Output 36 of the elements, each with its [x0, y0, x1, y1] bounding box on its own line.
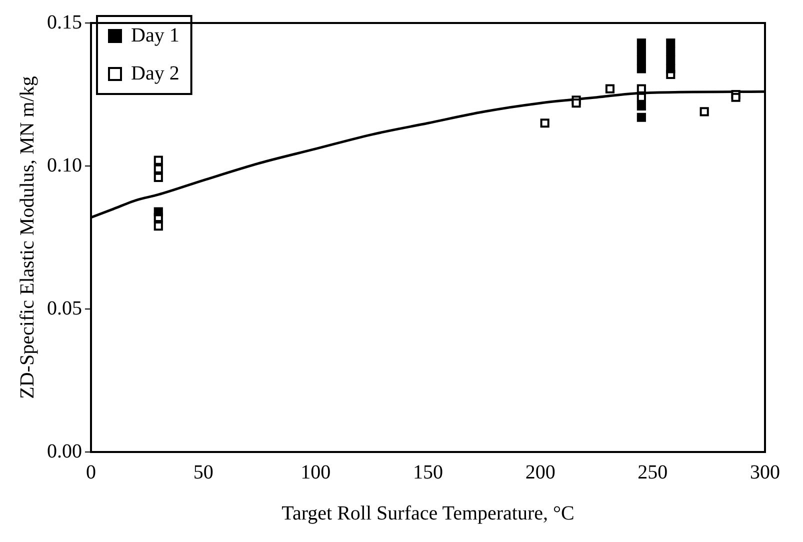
- point: [666, 47, 676, 56]
- point: [731, 92, 740, 102]
- y-tick-label: 0.15: [47, 11, 82, 34]
- x-tick-label: 200: [525, 461, 556, 484]
- y-tick-label: 0.00: [47, 440, 82, 462]
- x-tick-label: 100: [300, 461, 331, 484]
- point: [636, 38, 646, 48]
- x-axis-title: Target Roll Surface Temperature, °C: [282, 502, 574, 524]
- point: [666, 64, 676, 74]
- point: [154, 164, 163, 174]
- point: [540, 118, 550, 128]
- y-tick-label: 0.05: [47, 297, 82, 320]
- point: [154, 207, 163, 216]
- point: [154, 172, 163, 182]
- point: [154, 156, 163, 165]
- point: [636, 84, 646, 94]
- x-tick-label: 150: [413, 461, 443, 484]
- point: [636, 64, 646, 74]
- x-tick-label: 50: [193, 461, 214, 484]
- point: [605, 84, 615, 94]
- y-axis-title: ZD-Specific Elastic Modulus, MN m/kg: [16, 76, 38, 399]
- point: [636, 112, 646, 122]
- x-tick-label: 300: [750, 461, 780, 484]
- legend-label: Day 1: [131, 24, 180, 46]
- point: [572, 98, 581, 108]
- point: [666, 38, 676, 48]
- point: [636, 47, 646, 56]
- x-tick-label: 250: [638, 461, 668, 484]
- x-tick-label: 0: [86, 461, 96, 484]
- legend-label: Day 2: [131, 62, 180, 84]
- point: [636, 56, 646, 65]
- point: [154, 222, 163, 231]
- y-tick-label: 0.10: [47, 154, 82, 176]
- point: [636, 101, 646, 110]
- point: [700, 107, 709, 116]
- point: [666, 56, 676, 65]
